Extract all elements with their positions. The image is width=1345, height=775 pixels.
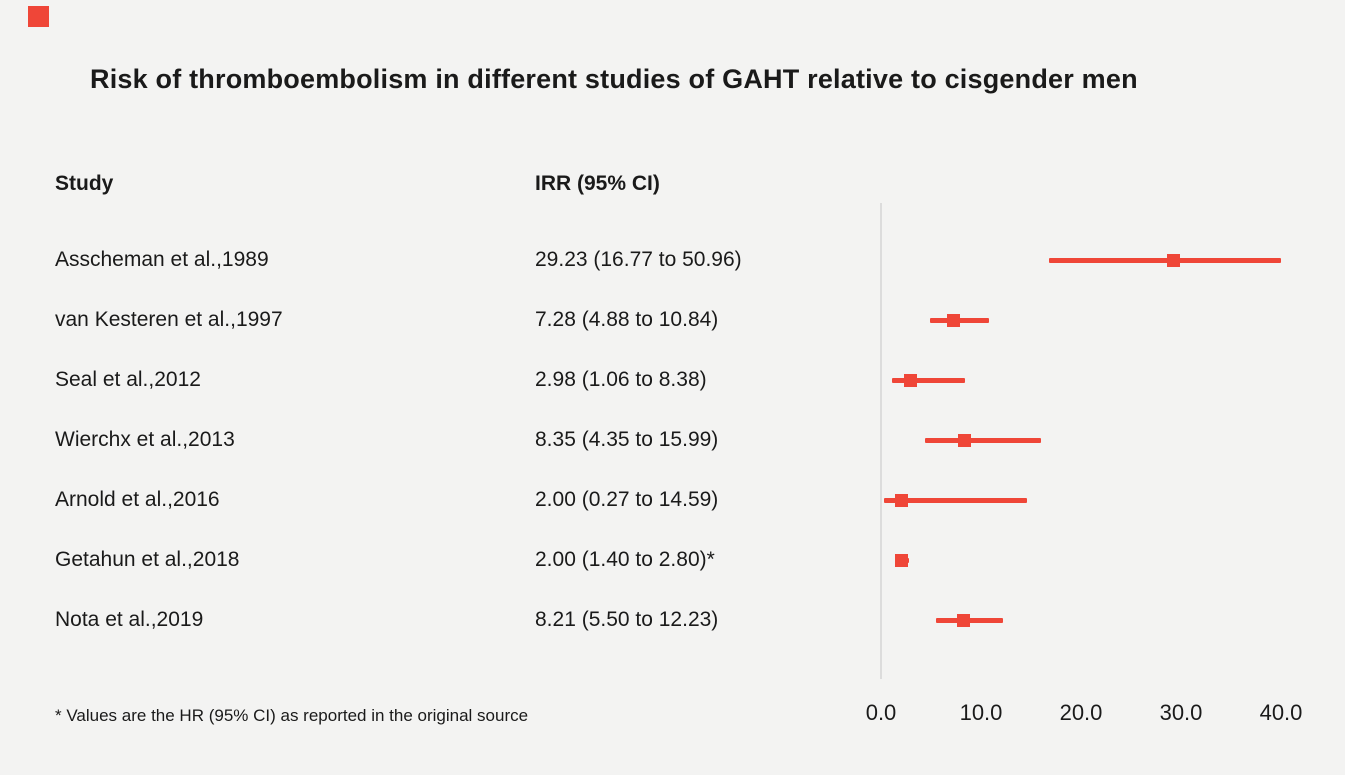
x-tick-label: 20.0 (1059, 700, 1103, 725)
x-tick-label: 30.0 (1159, 700, 1203, 725)
study-label: Seal et al.,2012 (55, 368, 201, 391)
study-label: Nota et al.,2019 (55, 608, 204, 631)
irr-value: 2.98 (1.06 to 8.38) (535, 368, 707, 391)
point-estimate-marker (894, 493, 908, 507)
ci-line (936, 617, 1004, 623)
ci-line (1048, 257, 1281, 263)
point-estimate-marker (958, 433, 971, 447)
study-label: Wierchx et al.,2013 (55, 428, 235, 451)
irr-column-header: IRR (95% CI) (535, 172, 660, 195)
irr-value: 8.35 (4.35 to 15.99) (535, 428, 719, 451)
footnote: * Values are the HR (95% CI) as reported… (55, 706, 529, 725)
point-estimate-marker (904, 373, 918, 387)
zero-axis-line (880, 203, 882, 679)
study-column-header: Study (55, 172, 114, 195)
ci-line (883, 497, 1027, 503)
irr-value: 7.28 (4.88 to 10.84) (535, 308, 719, 331)
study-label: Asscheman et al.,1989 (55, 248, 269, 271)
irr-value: 8.21 (5.50 to 12.23) (535, 608, 719, 631)
x-tick-label: 10.0 (959, 700, 1003, 725)
study-column: Asscheman et al.,1989 van Kesteren et al.… (55, 230, 283, 650)
ci-line (924, 437, 1041, 443)
irr-value: 2.00 (1.40 to 2.80)* (535, 548, 715, 571)
point-estimate-marker (1166, 253, 1180, 267)
point-estimate-marker (894, 553, 908, 567)
point-estimate-marker (947, 313, 961, 327)
irr-value: 29.23 (16.77 to 50.96) (535, 248, 742, 271)
study-label: Arnold et al.,2016 (55, 488, 220, 511)
ci-line (891, 377, 965, 383)
x-tick-label: 0.0 (865, 700, 897, 725)
point-estimate-marker (956, 613, 970, 627)
study-label: van Kesteren et al.,1997 (55, 308, 283, 331)
brand-mark (28, 6, 49, 27)
forest-plot-area (880, 203, 1281, 679)
study-label: Getahun et al.,2018 (55, 548, 240, 571)
irr-value: 2.00 (0.27 to 14.59) (535, 488, 719, 511)
x-tick-label: 40.0 (1259, 700, 1303, 725)
chart-title: Risk of thromboembolism in different stu… (90, 64, 1138, 94)
irr-column: 29.23 (16.77 to 50.96) 7.28 (4.88 to 10.8… (535, 230, 742, 650)
